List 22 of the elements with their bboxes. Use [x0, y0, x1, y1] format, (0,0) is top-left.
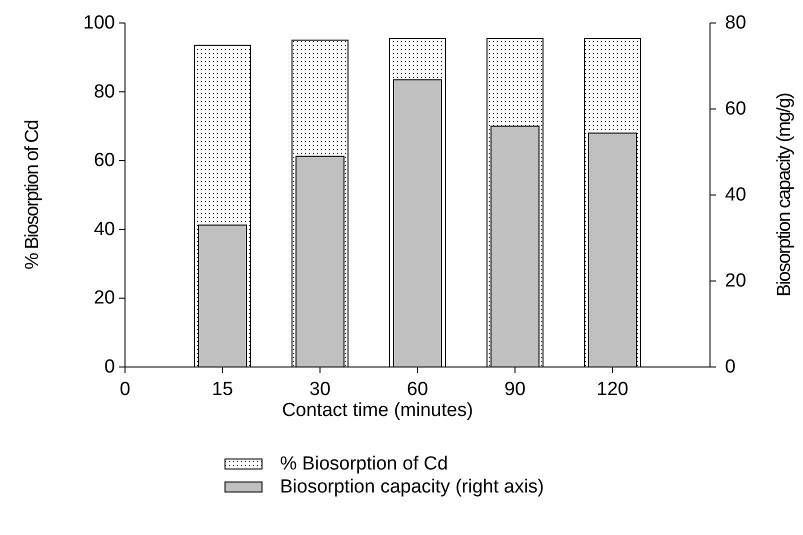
y2-tick-label: 60	[725, 98, 746, 120]
x-tick-label: 0	[120, 379, 130, 400]
y-tick-label: 40	[94, 218, 115, 240]
y2-axis-title: Biosorption capacity (mg/g)	[774, 92, 795, 297]
y-axis-title: % Biosorption of Cd	[22, 120, 43, 270]
x-tick-label: 30	[309, 379, 331, 400]
x-tick-label: 15	[212, 379, 234, 400]
y-tick-label: 0	[104, 356, 115, 378]
x-tick-label: 90	[504, 379, 526, 400]
y-tick-label: 100	[83, 12, 115, 34]
x-axis-title: Contact time (minutes)	[282, 400, 474, 421]
legend-label: % Biosorption of Cd	[280, 454, 448, 474]
x-tick-label: 120	[596, 379, 628, 400]
y-tick-label: 60	[94, 150, 115, 172]
y2-tick-label: 0	[725, 356, 736, 378]
x-tick-label: 60	[406, 379, 428, 400]
y2-tick-label: 40	[725, 184, 746, 206]
y2-tick-label: 80	[725, 12, 746, 34]
legend-label: Biosorption capacity (right axis)	[280, 476, 544, 498]
y2-tick-label: 20	[725, 270, 746, 292]
y-tick-label: 80	[94, 81, 115, 102]
y-tick-label: 20	[94, 288, 115, 309]
